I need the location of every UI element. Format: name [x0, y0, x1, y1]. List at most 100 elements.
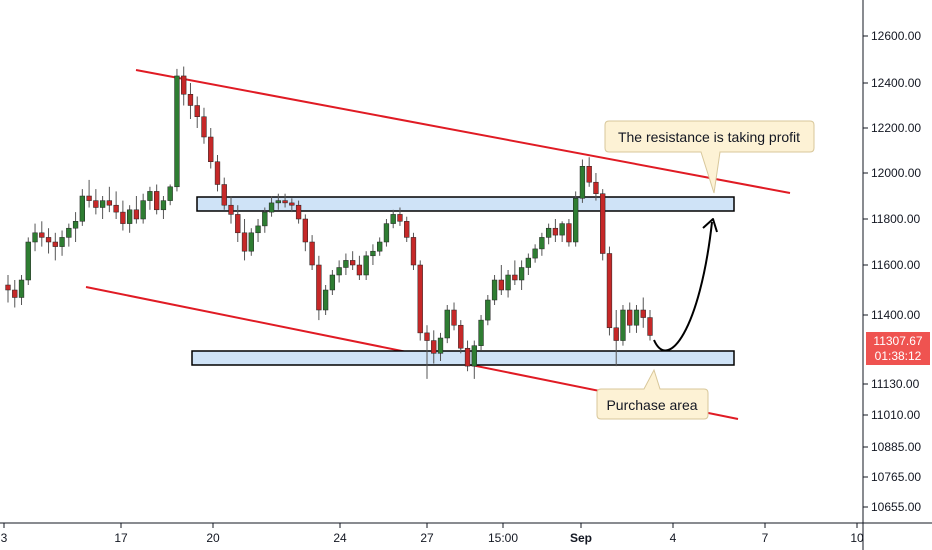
candle-body [336, 267, 342, 276]
candle-up [167, 184, 173, 206]
y-tick-label: 11010.00 [871, 408, 920, 422]
x-tick-label: 27 [420, 531, 434, 545]
candle-body [322, 289, 329, 311]
candle-down [120, 200, 126, 231]
candle-body [579, 166, 586, 199]
candle-down [194, 96, 200, 128]
candle-down [201, 107, 207, 144]
candle-down [228, 196, 234, 224]
candle-down [417, 260, 423, 341]
candle-body [363, 255, 369, 276]
candle-body [404, 221, 410, 238]
y-tick-label: 11600.00 [871, 258, 920, 272]
candle-body [113, 204, 119, 213]
candle-up [343, 253, 349, 275]
candle-down [52, 232, 58, 261]
projection-arrow [653, 221, 713, 352]
candle-up [174, 68, 180, 192]
candle-down [498, 265, 504, 295]
candle-up [518, 260, 525, 290]
candle-body [593, 181, 599, 194]
candle-body [126, 209, 133, 224]
candles [5, 66, 653, 379]
candle-body [431, 340, 437, 354]
candle-body [5, 284, 11, 291]
x-tick-label: 4 [670, 531, 677, 545]
candle-body [633, 309, 640, 326]
countdown-text: 01:38:12 [875, 349, 922, 363]
y-axis-ticks: 12600.00 12400.00 12200.00 12000.00 11800.00… [863, 29, 921, 514]
candle-down [289, 198, 295, 213]
candle-up [437, 332, 444, 361]
candle-body [566, 223, 572, 243]
candle-body [86, 195, 92, 201]
candle-body [525, 257, 532, 268]
candle-down [606, 246, 613, 336]
support-zone [191, 350, 735, 366]
candle-up [99, 196, 106, 219]
candle-body [235, 214, 241, 234]
candle-up [573, 191, 579, 247]
candle-body [424, 332, 430, 341]
candle-body [505, 274, 511, 291]
y-tick-label: 11130.00 [871, 377, 920, 391]
candle-body [208, 136, 214, 162]
candle-body [640, 309, 646, 318]
candle-up [471, 340, 477, 379]
candle-down [647, 310, 653, 341]
candle-body [518, 267, 525, 281]
candle-body [72, 221, 79, 229]
candle-up [147, 186, 153, 210]
candle-body [437, 337, 444, 354]
candle-down [600, 189, 606, 261]
candle-body [25, 241, 31, 281]
candle-down [512, 260, 518, 285]
candle-down [5, 275, 11, 303]
candle-down [93, 189, 99, 215]
candle-body [79, 195, 85, 222]
candle-body [329, 274, 336, 291]
candle-up [248, 228, 254, 256]
candle-body [106, 200, 113, 206]
candle-body [221, 184, 227, 206]
candle-body [181, 75, 187, 95]
y-tick-label: 12000.00 [871, 166, 921, 180]
candle-body [390, 214, 396, 224]
x-axis[interactable]: 3 17 20 24 27 15:00 Sep 4 7 10 [0, 522, 932, 545]
candle-up [633, 305, 640, 333]
candle-body [370, 250, 376, 257]
candle-down [350, 251, 356, 270]
candle-body [471, 345, 477, 367]
x-tick-label: Sep [570, 531, 592, 545]
projection-arrowhead [702, 218, 718, 233]
candle-body [302, 218, 308, 243]
candle-up [336, 260, 342, 283]
candle-up [275, 193, 281, 210]
candle-body [383, 223, 390, 243]
candle-down [640, 297, 646, 328]
candle-up [32, 223, 38, 252]
candle-down [397, 207, 403, 226]
candle-body [316, 264, 322, 311]
candle-up [579, 159, 586, 203]
candle-body [498, 279, 504, 291]
y-axis[interactable]: 12600.00 12400.00 12200.00 12000.00 11800.00… [862, 0, 930, 550]
candle-down [106, 186, 113, 213]
candle-up [160, 196, 167, 219]
candle-body [99, 200, 106, 208]
callout-top-text: The resistance is taking profit [618, 129, 800, 145]
candle-body [32, 232, 38, 243]
candle-up [370, 244, 376, 265]
plot-area[interactable] [5, 66, 791, 420]
y-tick-label: 10765.00 [871, 470, 921, 484]
candle-body [140, 200, 146, 220]
candle-up [620, 305, 626, 346]
candle-body [410, 237, 417, 266]
candle-body [228, 204, 234, 215]
y-tick-label: 12400.00 [871, 76, 921, 90]
candle-body [451, 309, 457, 326]
candle-up [491, 275, 498, 305]
candle-body [66, 227, 72, 238]
candle-body [93, 200, 99, 208]
